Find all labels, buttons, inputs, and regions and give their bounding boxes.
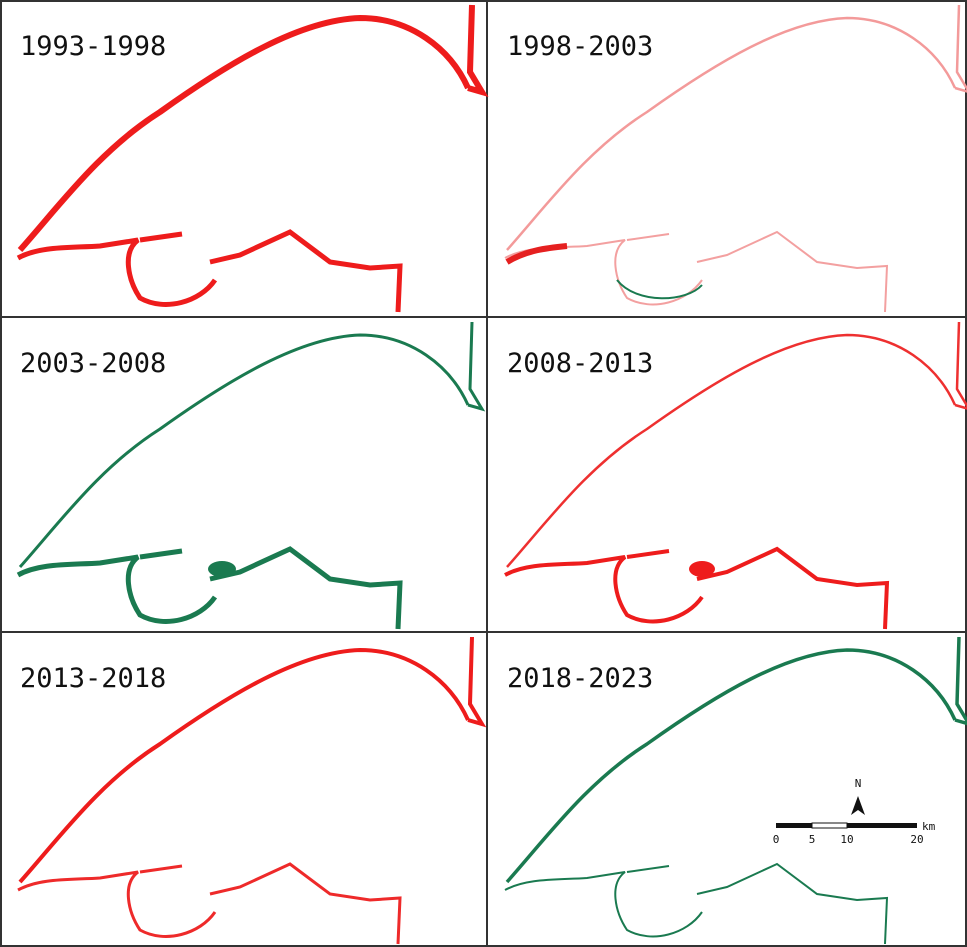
north-arrow <box>851 796 865 815</box>
panel-label: 2018-2023 <box>507 663 653 694</box>
scale-unit: km <box>922 820 936 833</box>
panel-label: 2003-2008 <box>20 348 166 379</box>
scale-bar: N 0 5 10 20 km <box>773 777 936 846</box>
scale-tick: 20 <box>910 833 923 846</box>
panel-label: 2013-2018 <box>20 663 166 694</box>
scale-tick: 10 <box>840 833 853 846</box>
coastline-change <box>616 279 703 300</box>
panel: 2003-2008 <box>18 320 484 629</box>
panel: 2008-2013 <box>503 320 967 631</box>
panel: 2013-2018 <box>16 635 484 946</box>
scale-segment <box>811 822 848 829</box>
panel-label: 2008-2013 <box>507 348 653 379</box>
panel-label: 1993-1998 <box>20 31 166 62</box>
scale-segment <box>776 823 812 828</box>
panel: 1998-2003 <box>504 3 967 313</box>
scale-segment <box>847 823 917 828</box>
panel-label: 1998-2003 <box>507 31 653 62</box>
coastline-change <box>208 561 236 577</box>
scale-tick: 0 <box>773 833 780 846</box>
north-label: N <box>855 777 862 790</box>
scale-tick: 5 <box>809 833 816 846</box>
coastline-change <box>505 243 568 265</box>
panel: 1993-1998 <box>18 5 482 312</box>
coastline-change <box>689 561 715 577</box>
panel: 2018-2023 <box>504 635 967 945</box>
